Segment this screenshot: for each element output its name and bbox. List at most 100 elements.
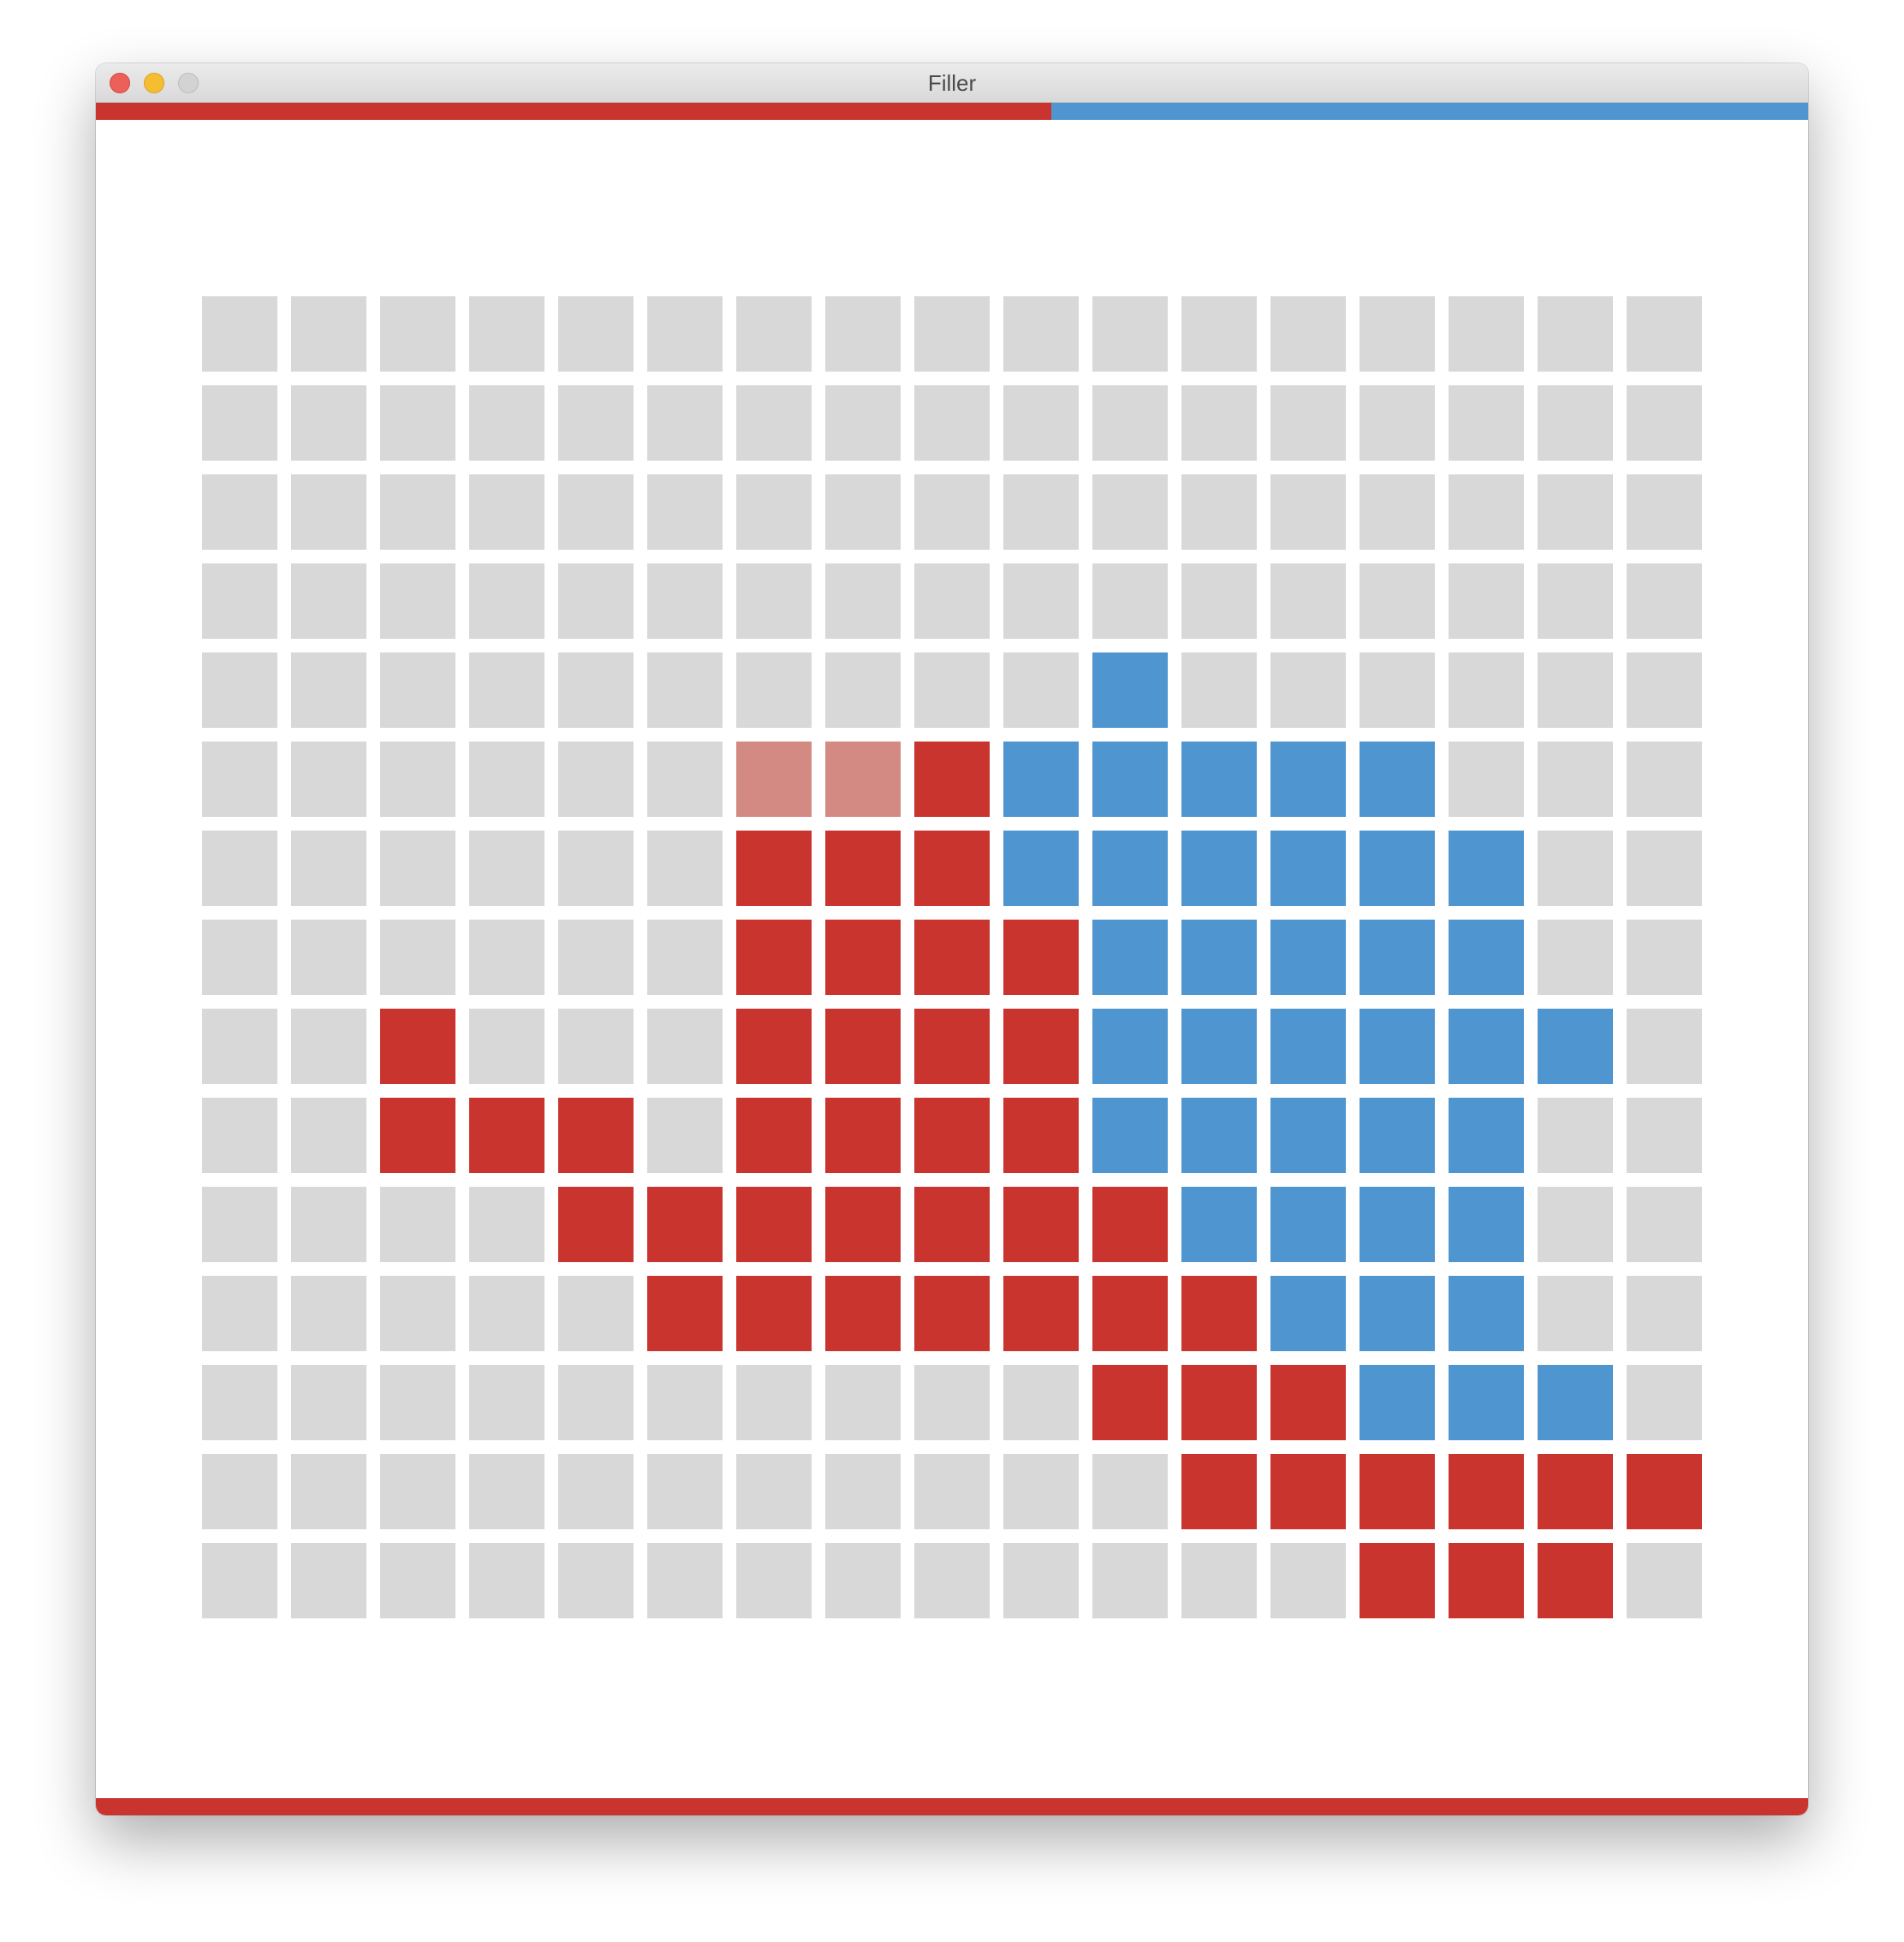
board-cell-empty[interactable] [469, 1543, 544, 1618]
board-cell-empty[interactable] [380, 1187, 455, 1262]
board-cell-empty[interactable] [736, 1365, 812, 1440]
board-cell-empty[interactable] [736, 1543, 812, 1618]
board-cell-empty[interactable] [1538, 652, 1613, 728]
board-cell-empty[interactable] [1627, 652, 1702, 728]
board-cell-empty[interactable] [202, 1543, 277, 1618]
board-cell-empty[interactable] [291, 652, 366, 728]
board-cell-empty[interactable] [1181, 385, 1257, 461]
board-cell-empty[interactable] [202, 474, 277, 550]
board-cell-empty[interactable] [1449, 563, 1524, 639]
board-cell-empty[interactable] [380, 920, 455, 995]
board-cell-empty[interactable] [1360, 563, 1435, 639]
board-cell-empty[interactable] [1003, 563, 1079, 639]
board-cell-empty[interactable] [202, 742, 277, 817]
board-cell-empty[interactable] [291, 1276, 366, 1351]
board-cell-empty[interactable] [1449, 742, 1524, 817]
board-cell-empty[interactable] [469, 652, 544, 728]
board-cell-empty[interactable] [736, 474, 812, 550]
board-cell-empty[interactable] [291, 920, 366, 995]
board-cell-empty[interactable] [1627, 1276, 1702, 1351]
close-button[interactable] [110, 73, 130, 93]
board-cell-empty[interactable] [380, 563, 455, 639]
board-cell-empty[interactable] [469, 1454, 544, 1529]
board-cell-empty[interactable] [202, 1098, 277, 1173]
board-cell-empty[interactable] [914, 1454, 990, 1529]
board-cell-empty[interactable] [558, 385, 634, 461]
board-cell-empty[interactable] [1627, 385, 1702, 461]
board-cell-empty[interactable] [1538, 296, 1613, 372]
board-cell-empty[interactable] [1092, 474, 1168, 550]
board-cell-empty[interactable] [1627, 1098, 1702, 1173]
board-cell-empty[interactable] [202, 1187, 277, 1262]
board-cell-empty[interactable] [469, 1187, 544, 1262]
board-cell-empty[interactable] [380, 296, 455, 372]
board-cell-empty[interactable] [291, 474, 366, 550]
board-cell-empty[interactable] [1181, 296, 1257, 372]
board-cell-empty[interactable] [380, 474, 455, 550]
board-cell-empty[interactable] [647, 1454, 723, 1529]
board-cell-empty[interactable] [1360, 385, 1435, 461]
board-cell-empty[interactable] [558, 563, 634, 639]
board-cell-empty[interactable] [380, 742, 455, 817]
board-cell-empty[interactable] [647, 1365, 723, 1440]
board-cell-empty[interactable] [291, 742, 366, 817]
board-cell-empty[interactable] [202, 831, 277, 906]
board-cell-empty[interactable] [380, 1543, 455, 1618]
board-cell-empty[interactable] [1092, 1543, 1168, 1618]
board-cell-empty[interactable] [647, 1098, 723, 1173]
board-cell-empty[interactable] [469, 563, 544, 639]
board-cell-empty[interactable] [1003, 1454, 1079, 1529]
board-cell-empty[interactable] [1627, 296, 1702, 372]
board-cell-empty[interactable] [825, 474, 901, 550]
board-cell-empty[interactable] [558, 831, 634, 906]
board-cell-empty[interactable] [469, 920, 544, 995]
board-cell-empty[interactable] [1003, 1543, 1079, 1618]
board-cell-empty[interactable] [291, 1187, 366, 1262]
board-cell-empty[interactable] [1270, 652, 1346, 728]
board-cell-empty[interactable] [1003, 474, 1079, 550]
board-cell-empty[interactable] [825, 1454, 901, 1529]
board-cell-red-preview[interactable] [736, 742, 812, 817]
board-cell-empty[interactable] [380, 1454, 455, 1529]
board-cell-empty[interactable] [1270, 296, 1346, 372]
board-cell-empty[interactable] [825, 385, 901, 461]
board-cell-empty[interactable] [1092, 296, 1168, 372]
board-cell-empty[interactable] [1092, 385, 1168, 461]
board-cell-empty[interactable] [1003, 652, 1079, 728]
board-cell-empty[interactable] [1003, 385, 1079, 461]
board-cell-empty[interactable] [558, 1365, 634, 1440]
board-cell-empty[interactable] [1538, 1187, 1613, 1262]
board-cell-empty[interactable] [469, 742, 544, 817]
board-cell-empty[interactable] [647, 563, 723, 639]
board-cell-empty[interactable] [736, 385, 812, 461]
board-cell-empty[interactable] [558, 474, 634, 550]
board-cell-empty[interactable] [825, 563, 901, 639]
board-cell-empty[interactable] [1449, 385, 1524, 461]
board-cell-empty[interactable] [825, 652, 901, 728]
board-cell-empty[interactable] [469, 1009, 544, 1084]
board-cell-empty[interactable] [1092, 563, 1168, 639]
board-cell-empty[interactable] [736, 652, 812, 728]
board-cell-empty[interactable] [1538, 920, 1613, 995]
board-cell-empty[interactable] [1270, 474, 1346, 550]
board-cell-empty[interactable] [1538, 742, 1613, 817]
board-cell-empty[interactable] [736, 296, 812, 372]
board-cell-empty[interactable] [647, 296, 723, 372]
board-cell-empty[interactable] [291, 1365, 366, 1440]
board-cell-empty[interactable] [291, 385, 366, 461]
board-cell-empty[interactable] [914, 385, 990, 461]
board-cell-empty[interactable] [558, 920, 634, 995]
board-cell-empty[interactable] [558, 742, 634, 817]
board-cell-empty[interactable] [1538, 1276, 1613, 1351]
board-cell-empty[interactable] [914, 474, 990, 550]
board-cell-empty[interactable] [469, 474, 544, 550]
board-cell-empty[interactable] [1538, 831, 1613, 906]
board-cell-empty[interactable] [1627, 742, 1702, 817]
board-cell-empty[interactable] [736, 1454, 812, 1529]
board-cell-empty[interactable] [1538, 385, 1613, 461]
board-cell-empty[interactable] [380, 1365, 455, 1440]
board-cell-empty[interactable] [1270, 563, 1346, 639]
board-cell-empty[interactable] [914, 296, 990, 372]
board-cell-empty[interactable] [202, 385, 277, 461]
board-cell-empty[interactable] [469, 1276, 544, 1351]
